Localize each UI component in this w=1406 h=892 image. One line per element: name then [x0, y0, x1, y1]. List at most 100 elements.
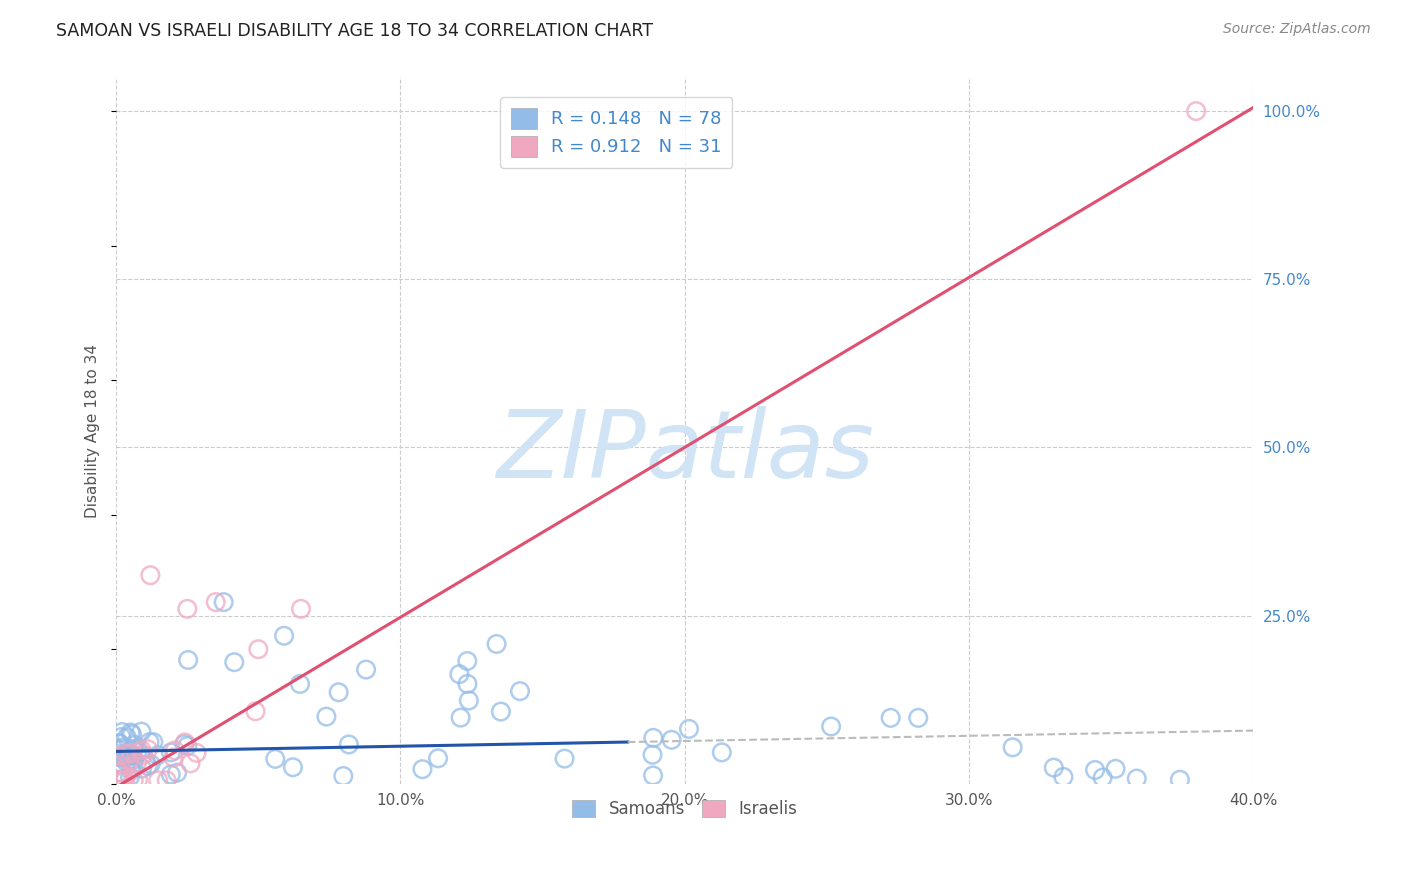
Point	[245, 704, 267, 718]
Point	[159, 767, 181, 781]
Point	[148, 773, 170, 788]
Point	[427, 751, 450, 765]
Point	[121, 727, 143, 741]
Y-axis label: Disability Age 18 to 34: Disability Age 18 to 34	[86, 343, 100, 517]
Point	[108, 750, 131, 764]
Point	[247, 642, 270, 657]
Point	[907, 711, 929, 725]
Point	[179, 756, 201, 771]
Point	[122, 742, 145, 756]
Point	[1052, 770, 1074, 784]
Point	[108, 765, 131, 780]
Point	[121, 747, 143, 762]
Point	[121, 748, 143, 763]
Point	[173, 737, 195, 751]
Point	[115, 750, 138, 764]
Point	[212, 595, 235, 609]
Point	[1043, 761, 1066, 775]
Point	[456, 654, 478, 668]
Point	[166, 765, 188, 780]
Point	[177, 653, 200, 667]
Point	[139, 568, 162, 582]
Point	[156, 773, 179, 788]
Point	[450, 711, 472, 725]
Point	[1185, 104, 1208, 119]
Point	[163, 743, 186, 757]
Legend: Samoans, Israelis: Samoans, Israelis	[565, 793, 804, 825]
Text: SAMOAN VS ISRAELI DISABILITY AGE 18 TO 34 CORRELATION CHART: SAMOAN VS ISRAELI DISABILITY AGE 18 TO 3…	[56, 22, 654, 40]
Point	[134, 753, 156, 767]
Point	[290, 602, 312, 616]
Point	[115, 756, 138, 770]
Point	[176, 739, 198, 753]
Point	[122, 753, 145, 767]
Point	[820, 719, 842, 733]
Point	[1126, 772, 1149, 786]
Point	[136, 742, 159, 756]
Point	[281, 760, 304, 774]
Point	[449, 667, 471, 681]
Point	[160, 745, 183, 759]
Point	[288, 677, 311, 691]
Point	[108, 736, 131, 750]
Point	[1104, 762, 1126, 776]
Point	[174, 735, 197, 749]
Point	[114, 773, 136, 788]
Point	[118, 748, 141, 763]
Point	[108, 743, 131, 757]
Point	[661, 732, 683, 747]
Point	[112, 740, 135, 755]
Point	[139, 757, 162, 772]
Point	[1084, 763, 1107, 777]
Point	[457, 693, 479, 707]
Point	[489, 705, 512, 719]
Point	[131, 724, 153, 739]
Point	[114, 747, 136, 761]
Point	[108, 773, 131, 788]
Point	[554, 751, 576, 765]
Point	[111, 725, 134, 739]
Point	[127, 772, 149, 787]
Point	[509, 684, 531, 698]
Point	[112, 750, 135, 764]
Point	[110, 730, 132, 744]
Point	[131, 743, 153, 757]
Point	[108, 749, 131, 764]
Text: ZIPatlas: ZIPatlas	[496, 406, 873, 497]
Point	[120, 764, 142, 778]
Point	[120, 725, 142, 739]
Point	[132, 747, 155, 762]
Point	[710, 745, 733, 759]
Text: Source: ZipAtlas.com: Source: ZipAtlas.com	[1223, 22, 1371, 37]
Point	[332, 769, 354, 783]
Point	[1091, 771, 1114, 785]
Point	[122, 773, 145, 788]
Point	[315, 709, 337, 723]
Point	[111, 773, 134, 788]
Point	[641, 768, 664, 782]
Point	[224, 655, 246, 669]
Point	[264, 752, 287, 766]
Point	[456, 677, 478, 691]
Point	[136, 759, 159, 773]
Point	[127, 756, 149, 770]
Point	[879, 711, 901, 725]
Point	[121, 747, 143, 761]
Point	[108, 765, 131, 780]
Point	[273, 629, 295, 643]
Point	[111, 750, 134, 764]
Point	[138, 735, 160, 749]
Point	[641, 747, 664, 762]
Point	[1001, 740, 1024, 755]
Point	[115, 731, 138, 745]
Point	[354, 663, 377, 677]
Point	[162, 750, 184, 764]
Point	[108, 773, 131, 788]
Point	[337, 738, 360, 752]
Point	[328, 685, 350, 699]
Point	[124, 738, 146, 752]
Point	[411, 762, 433, 776]
Point	[118, 754, 141, 768]
Point	[131, 762, 153, 776]
Point	[204, 595, 226, 609]
